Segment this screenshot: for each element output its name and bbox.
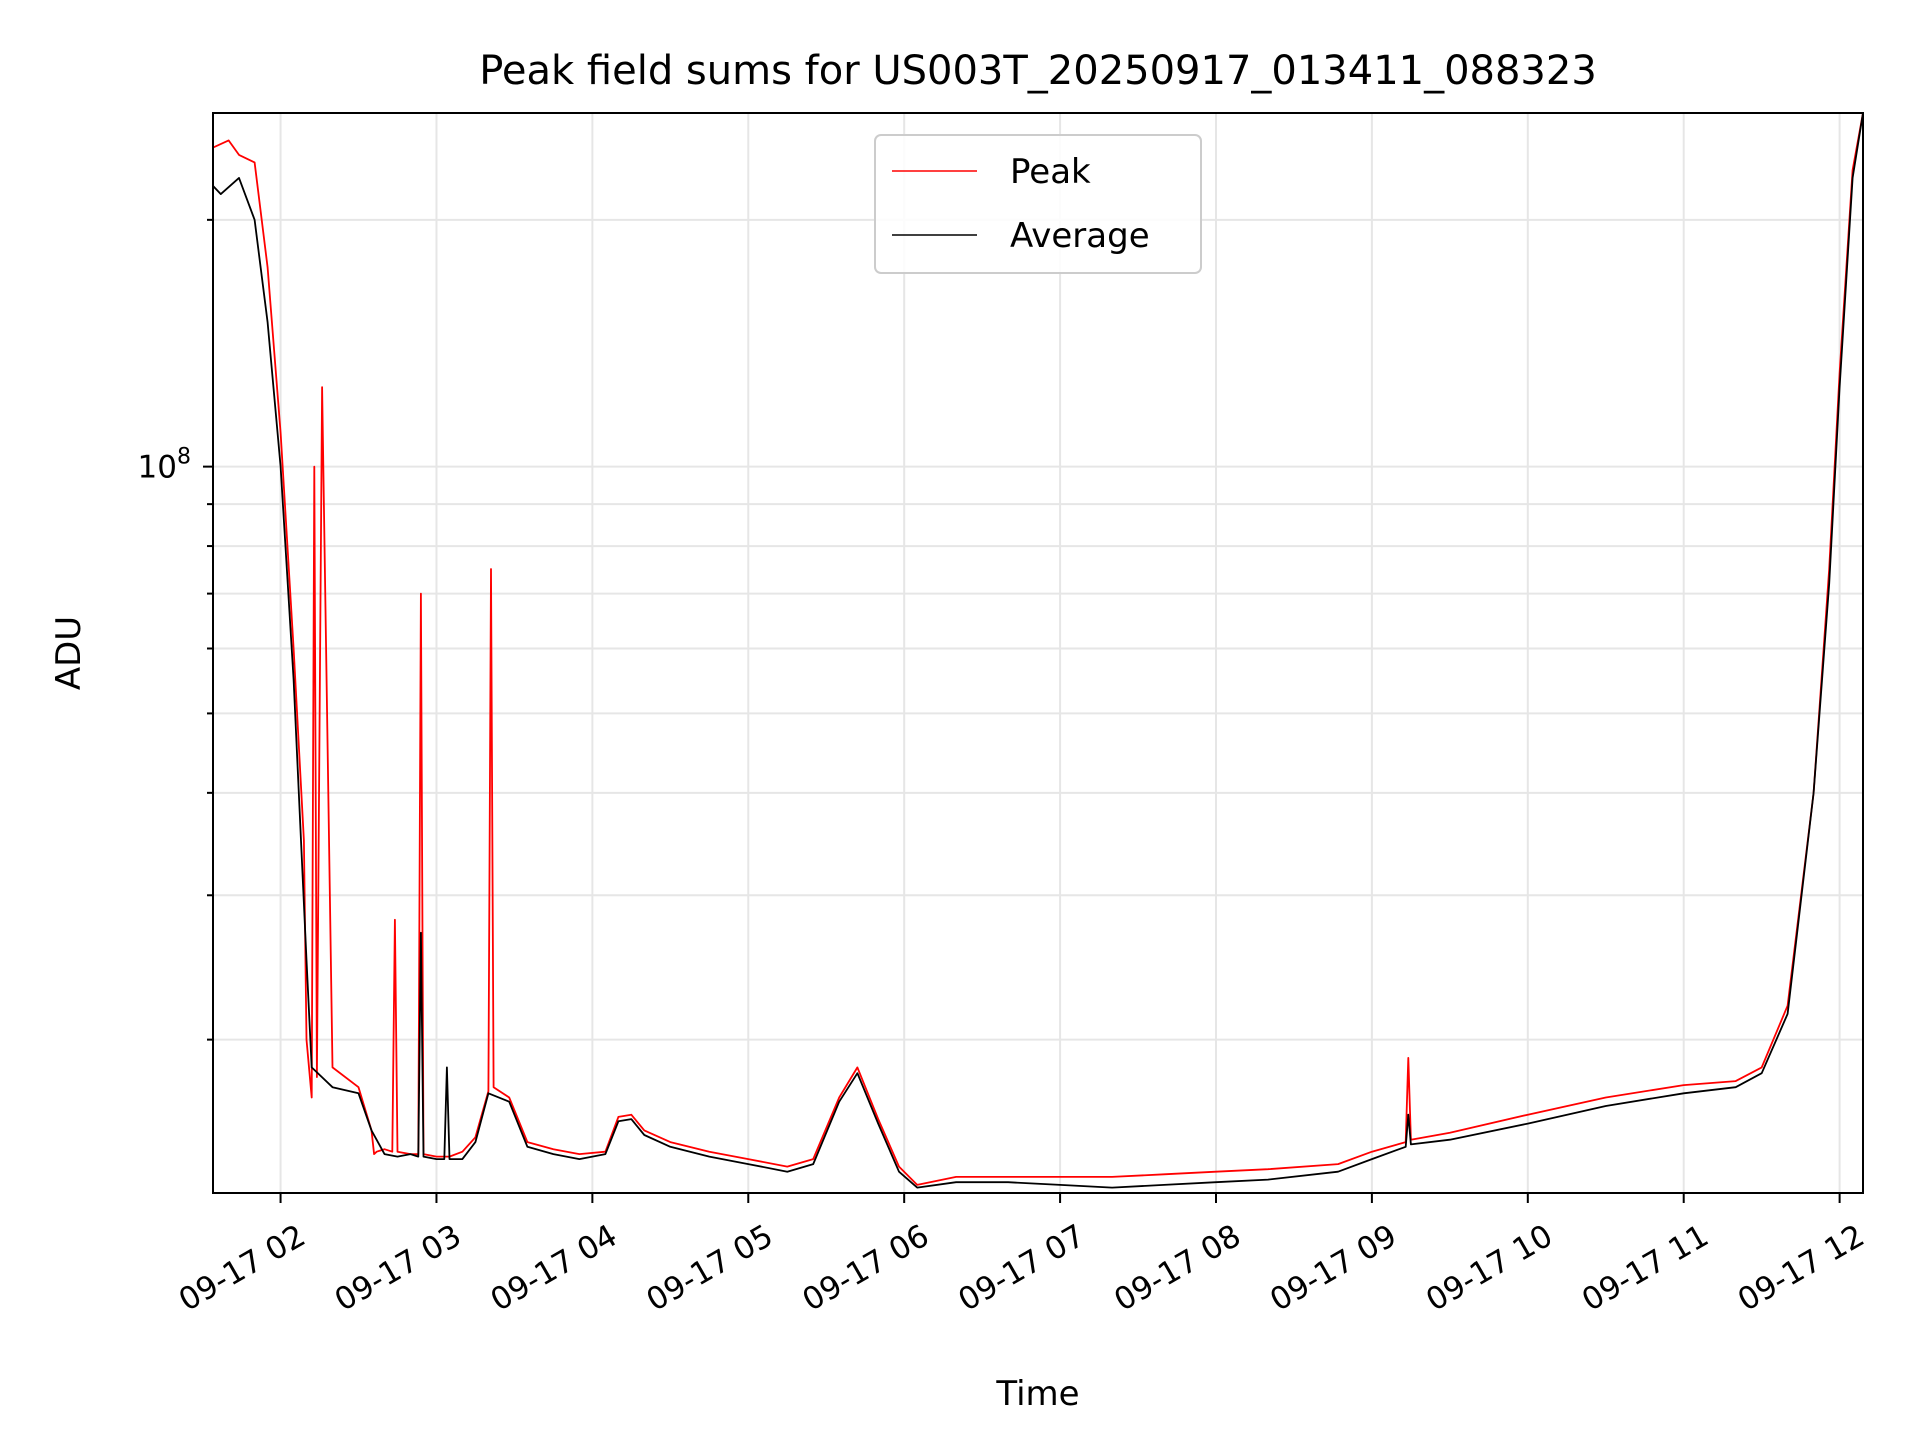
x-axis-title: Time — [995, 1374, 1079, 1414]
plot-frame — [212, 112, 1864, 1194]
chart-title: Peak field sums for US003T_20250917_0134… — [479, 48, 1597, 94]
legend-label-average: Average — [1010, 216, 1150, 256]
legend: Peak Average — [874, 134, 1202, 274]
series-line-average — [213, 113, 1863, 1189]
y-axis-ticks: 108 — [138, 218, 213, 1041]
series-layer — [213, 113, 1863, 1189]
grid — [213, 113, 1863, 1193]
y-tick-label: 108 — [138, 445, 191, 486]
legend-box — [874, 134, 1202, 274]
y-axis-title: ADU — [49, 616, 89, 690]
legend-label-peak: Peak — [1010, 152, 1091, 192]
